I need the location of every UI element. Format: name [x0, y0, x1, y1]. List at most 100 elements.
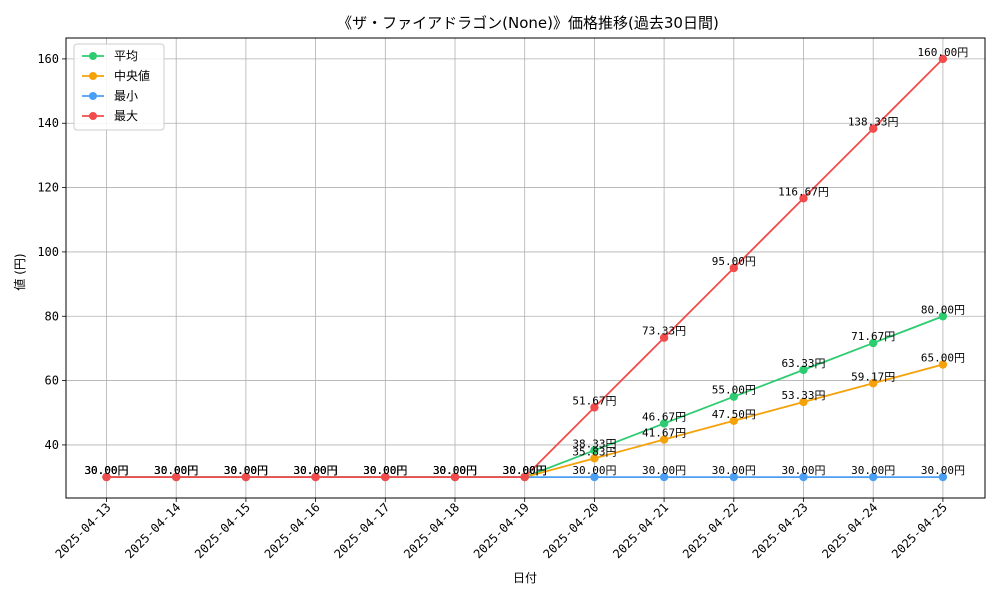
data-label: 30.00円: [572, 464, 616, 477]
data-label: 30.00円: [154, 464, 198, 477]
series-3: [102, 54, 948, 482]
data-label: 95.00円: [712, 255, 756, 268]
data-point: [520, 472, 529, 482]
data-label: 30.00円: [503, 464, 547, 477]
legend-marker: [89, 72, 97, 80]
data-point: [869, 379, 878, 388]
y-tick-label: 40: [45, 438, 59, 452]
data-label: 51.67円: [572, 394, 616, 407]
data-point: [659, 419, 669, 428]
data-label: 47.50円: [712, 408, 756, 421]
data-label: 138.33円: [848, 116, 899, 129]
legend-marker: [89, 92, 97, 100]
data-label: 30.00円: [84, 464, 128, 477]
data-label: 30.00円: [363, 464, 407, 477]
legend-label: 平均: [114, 49, 138, 63]
data-label: 46.67円: [642, 410, 686, 423]
data-point: [102, 472, 111, 482]
legend-label: 最小: [114, 89, 138, 103]
data-label: 30.00円: [294, 464, 338, 477]
data-point: [729, 416, 738, 425]
legend-label: 最大: [114, 109, 138, 123]
data-label: 30.00円: [363, 464, 407, 477]
data-label: 30.00円: [84, 464, 128, 477]
data-point: [799, 397, 808, 407]
series-layer: [102, 54, 948, 482]
data-label: 30.00円: [503, 464, 547, 477]
data-label: 30.00円: [781, 464, 825, 477]
data-label: 30.00円: [224, 464, 268, 477]
data-label: 30.00円: [294, 464, 338, 477]
data-point: [590, 446, 599, 455]
data-label: 53.33円: [781, 389, 825, 402]
legend-marker: [89, 112, 97, 120]
data-point: [799, 472, 808, 482]
data-point: [659, 472, 669, 482]
legend-box: [73, 43, 165, 131]
data-label: 30.00円: [224, 464, 268, 477]
data-label: 30.00円: [294, 464, 338, 477]
data-point: [590, 403, 599, 412]
data-point: [869, 124, 878, 133]
data-point: [381, 472, 390, 482]
data-label: 30.00円: [503, 464, 547, 477]
data-label: 30.00円: [363, 464, 407, 477]
data-label: 38.33円: [572, 437, 616, 450]
data-point: [729, 392, 738, 401]
data-label: 63.33円: [781, 357, 825, 370]
y-tick-label: 160: [37, 52, 59, 66]
y-tick-label: 120: [37, 181, 59, 195]
data-label: 30.00円: [84, 464, 128, 477]
data-label: 30.00円: [433, 464, 477, 477]
data-point: [729, 472, 738, 482]
data-point: [938, 54, 948, 64]
data-label: 30.00円: [503, 464, 547, 477]
data-label: 30.00円: [363, 464, 407, 477]
data-point: [729, 263, 738, 273]
data-label: 30.00円: [224, 464, 268, 477]
data-point: [799, 365, 808, 375]
data-point: [590, 454, 599, 463]
legend-entry: 最大: [82, 109, 138, 123]
data-label: 71.67円: [851, 330, 895, 343]
data-label: 30.00円: [154, 464, 198, 477]
data-label: 30.00円: [433, 464, 477, 477]
data-point: [590, 472, 599, 482]
y-axis-label: 値 (円): [12, 253, 27, 290]
data-label: 30.00円: [154, 464, 198, 477]
legend-entry: 最小: [82, 89, 138, 103]
data-point: [938, 312, 948, 321]
data-point: [311, 472, 320, 482]
data-label: 35.83円: [572, 445, 616, 458]
data-point: [659, 435, 669, 444]
data-label: 30.00円: [712, 464, 756, 477]
plot-area-frame: [65, 37, 986, 499]
data-label: 30.00円: [921, 464, 965, 477]
data-label: 30.00円: [433, 464, 477, 477]
data-label: 65.00円: [921, 352, 965, 365]
data-label: 30.00円: [642, 464, 686, 477]
data-point: [659, 333, 669, 342]
y-tick-label: 80: [45, 309, 59, 323]
legend-marker: [89, 52, 97, 60]
data-label: 160.00円: [918, 46, 969, 59]
data-point: [450, 472, 460, 482]
y-tick-label: 140: [37, 116, 59, 130]
data-point: [869, 472, 878, 482]
data-label: 73.33円: [642, 325, 686, 338]
data-label: 30.00円: [851, 464, 895, 477]
data-label: 55.00円: [712, 384, 756, 397]
data-label: 30.00円: [154, 464, 198, 477]
legend-label: 中央値: [114, 68, 150, 83]
x-axis-label: 日付: [513, 571, 537, 585]
data-point: [869, 338, 878, 348]
data-label: 30.00円: [433, 464, 477, 477]
legend-entry: 中央値: [82, 68, 150, 83]
data-point: [938, 472, 948, 482]
data-label: 116.67円: [778, 185, 829, 198]
data-label: 30.00円: [294, 464, 338, 477]
data-point: [938, 360, 948, 369]
